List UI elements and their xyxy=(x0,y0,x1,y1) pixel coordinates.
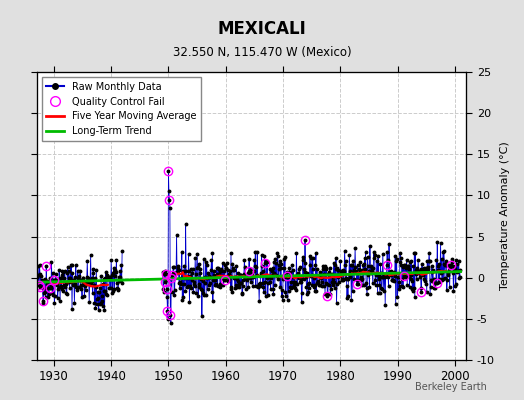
Text: MEXICALI: MEXICALI xyxy=(217,20,307,38)
Y-axis label: Temperature Anomaly (°C): Temperature Anomaly (°C) xyxy=(500,142,510,290)
Text: 32.550 N, 115.470 W (Mexico): 32.550 N, 115.470 W (Mexico) xyxy=(173,46,351,59)
Legend: Raw Monthly Data, Quality Control Fail, Five Year Moving Average, Long-Term Tren: Raw Monthly Data, Quality Control Fail, … xyxy=(41,77,201,141)
Text: Berkeley Earth: Berkeley Earth xyxy=(416,382,487,392)
